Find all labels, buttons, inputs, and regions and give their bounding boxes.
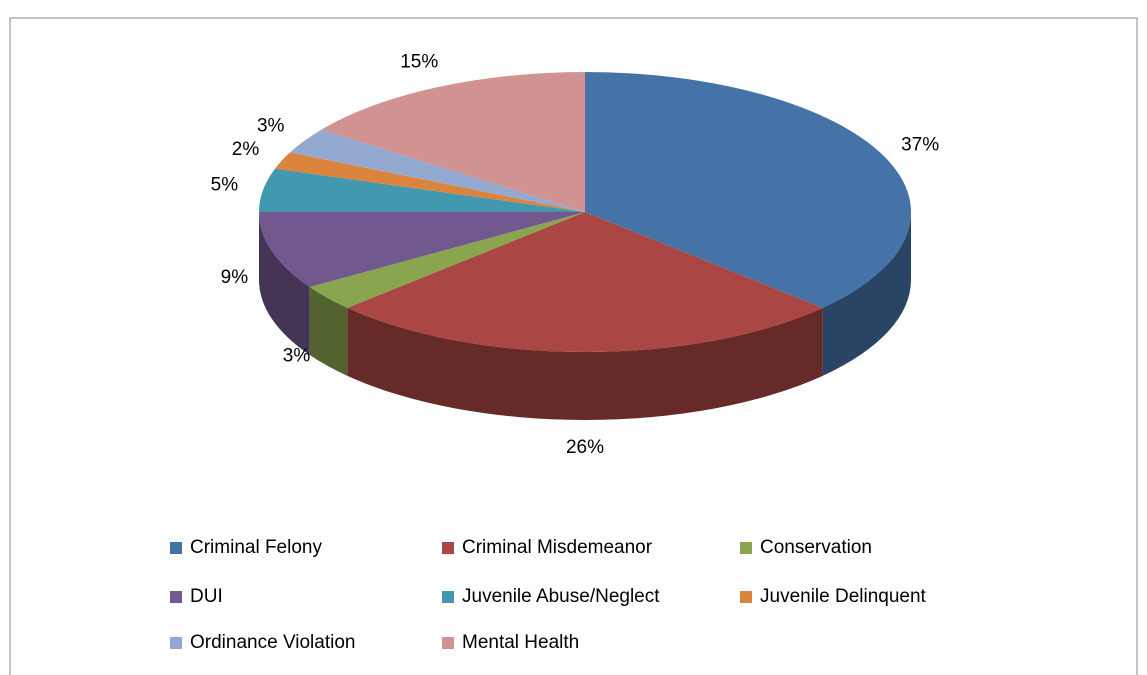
pie-side xyxy=(259,212,310,356)
legend-swatch xyxy=(170,542,182,554)
legend-swatch xyxy=(170,637,182,649)
legend-swatch xyxy=(442,542,454,554)
data-label: 15% xyxy=(400,51,438,72)
legend-label: DUI xyxy=(190,586,223,607)
data-label: 37% xyxy=(901,134,939,155)
legend-label: Mental Health xyxy=(462,632,579,653)
data-label: 3% xyxy=(283,346,311,367)
legend-label: Ordinance Violation xyxy=(190,632,355,653)
pie-slice xyxy=(290,129,585,212)
legend-swatch xyxy=(740,591,752,603)
legend-swatch xyxy=(442,591,454,603)
data-label: 3% xyxy=(257,115,285,136)
data-label: 9% xyxy=(221,267,249,288)
data-label: 26% xyxy=(566,437,604,458)
legend-label: Criminal Misdemeanor xyxy=(462,537,653,558)
legend-swatch xyxy=(170,591,182,603)
pie-side xyxy=(309,287,348,376)
pie-slice xyxy=(321,72,585,212)
legend-swatch xyxy=(740,542,752,554)
legend-swatch xyxy=(442,637,454,649)
legend-label: Conservation xyxy=(760,537,872,558)
pie-slice xyxy=(347,212,823,352)
pie-slice xyxy=(309,212,585,308)
legend-label: Criminal Felony xyxy=(190,537,322,558)
legend-label: Juvenile Delinquent xyxy=(760,586,927,607)
pie-slice xyxy=(259,168,585,212)
pie-slice xyxy=(274,152,585,212)
pie-side xyxy=(347,307,823,420)
legend-label: Juvenile Abuse/Neglect xyxy=(462,586,660,607)
pie-slice xyxy=(585,72,912,308)
data-label: 2% xyxy=(232,139,260,160)
data-label: 5% xyxy=(211,175,239,196)
chart-frame xyxy=(9,17,1138,675)
pie-side xyxy=(822,212,911,376)
pie-slice xyxy=(259,212,585,288)
